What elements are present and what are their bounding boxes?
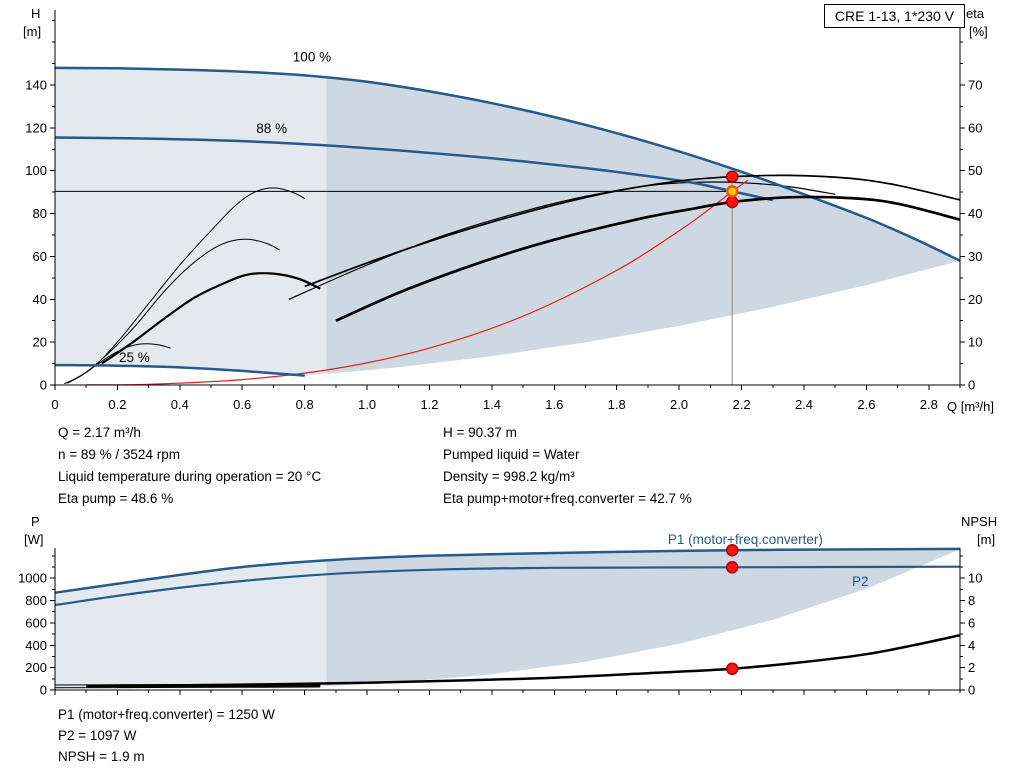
y-tick-label: 10 [968, 335, 982, 350]
speed-curve-88pct [54, 136, 774, 202]
p1-curve-label: P1 (motor+freq.converter) [668, 532, 823, 547]
result-line: Q = 2.17 m³/h [58, 425, 141, 440]
eta-axis-unit: [%] [969, 24, 988, 39]
result-line: P1 (motor+freq.converter) = 1250 W [58, 707, 275, 722]
y-tick-label: 0 [40, 683, 47, 698]
x-tick-label: 0.8 [296, 397, 314, 412]
y-tick-label: 70 [968, 78, 982, 93]
speed-curve-100pct [54, 66, 961, 262]
x-tick-label: 0.4 [171, 397, 189, 412]
head-axis-unit: [m] [23, 24, 42, 39]
x-tick-label: 2.2 [733, 397, 751, 412]
eta-pump-curve [304, 174, 961, 288]
low-flow-light-zone [55, 67, 327, 376]
duty-p1-marker[interactable] [725, 543, 739, 557]
p2-curve [54, 565, 961, 607]
y-tick-label: 1000 [18, 571, 47, 586]
duty-npsh-marker[interactable] [725, 662, 739, 676]
power-results-column: P1 (motor+freq.converter) = 1250 W P2 = 1… [58, 704, 275, 767]
pump-type-box: CRE 1-13, 1*230 V [823, 4, 965, 28]
result-line: P2 = 1097 W [58, 728, 137, 743]
power-axis-symbol: P [31, 514, 40, 529]
result-line: H = 90.37 m [443, 425, 517, 440]
power-low-flow-light-zone [55, 560, 327, 689]
result-line: Liquid temperature during operation = 20… [58, 469, 322, 484]
power-envelope [55, 549, 960, 689]
duty-p2-marker[interactable] [725, 561, 739, 574]
npsh-axis-symbol: NPSH [961, 514, 998, 529]
flow-axis-title: Q [m³/h] [947, 399, 994, 414]
y-tick-label: 50 [968, 163, 982, 178]
head-axis-symbol: H [31, 6, 41, 21]
duty-eta-total-marker[interactable] [725, 195, 739, 209]
x-tick-label: 2.0 [670, 397, 688, 412]
y-tick-label: 200 [25, 660, 47, 675]
x-tick-label: 1.0 [358, 397, 376, 412]
y-tick-label: 2 [968, 660, 975, 675]
y-tick-label: 0 [968, 683, 975, 698]
y-tick-label: 0 [968, 378, 975, 393]
y-tick-label: 400 [25, 638, 47, 653]
y-tick-label: 120 [25, 120, 47, 135]
power-axis-unit: [W] [24, 532, 44, 547]
result-line: Pumped liquid = Water [443, 447, 580, 462]
y-tick-label: 140 [25, 78, 47, 93]
x-tick-label: 1.2 [420, 397, 438, 412]
y-tick-label: 20 [33, 335, 47, 350]
npsh-curve [86, 633, 961, 688]
eta-arc-small-2 [67, 238, 280, 384]
x-tick-label: 1.4 [483, 397, 501, 412]
x-tick-label: 2.6 [857, 397, 875, 412]
result-line: Eta pump = 48.6 % [58, 491, 174, 506]
speed-88pct-label: 88 % [256, 121, 287, 136]
eta-arc-small-1 [67, 187, 305, 384]
x-tick-label: 0.2 [108, 397, 126, 412]
y-tick-label: 800 [25, 593, 47, 608]
result-line: n = 89 % / 3524 rpm [58, 447, 180, 462]
y-tick-label: 20 [968, 292, 982, 307]
y-tick-label: 40 [33, 292, 47, 307]
result-line: Eta pump+motor+freq.converter = 42.7 % [443, 491, 692, 506]
y-tick-label: 6 [968, 615, 975, 630]
duty-point-marker[interactable] [725, 185, 739, 198]
x-tick-label: 0 [51, 397, 58, 412]
y-tick-label: 0 [40, 378, 47, 393]
result-line: Density = 998.2 kg/m³ [443, 469, 575, 484]
x-tick-label: 2.4 [795, 397, 813, 412]
duty-results-right-column: H = 90.37 m Pumped liquid = Water Density … [443, 422, 692, 510]
operating-envelope [55, 67, 960, 376]
speed-25pct-label: 25 % [119, 350, 150, 365]
duty-results-left-column: Q = 2.17 m³/h n = 89 % / 3524 rpm Liquid t… [58, 422, 321, 510]
eta-arc-small-3 [101, 272, 321, 365]
y-tick-label: 4 [968, 638, 975, 653]
y-tick-label: 60 [33, 249, 47, 264]
x-tick-label: 1.6 [545, 397, 563, 412]
result-line: NPSH = 1.9 m [58, 749, 145, 764]
y-tick-label: 100 [25, 163, 47, 178]
y-tick-label: 40 [968, 206, 982, 221]
speed-100pct-label: 100 % [293, 49, 331, 64]
y-tick-label: 60 [968, 120, 982, 135]
y-tick-label: 80 [33, 206, 47, 221]
x-tick-label: 1.8 [608, 397, 626, 412]
p2-curve-label: P2 [852, 574, 869, 589]
speed-curve-25pct [54, 363, 305, 377]
y-tick-label: 30 [968, 249, 982, 264]
eta-axis-symbol: eta [966, 6, 985, 21]
y-tick-label: 8 [968, 593, 975, 608]
eta-total-curve [335, 195, 961, 322]
duty-eta-pump-marker[interactable] [725, 170, 739, 183]
eta-arc-small-4 [64, 343, 171, 385]
x-tick-label: 0.6 [233, 397, 251, 412]
x-tick-label: 2.8 [920, 397, 938, 412]
p1-curve [54, 547, 961, 594]
system-curve [86, 179, 749, 386]
y-tick-label: 600 [25, 615, 47, 630]
y-tick-label: 10 [968, 571, 982, 586]
npsh-axis-unit: [m] [977, 532, 996, 547]
